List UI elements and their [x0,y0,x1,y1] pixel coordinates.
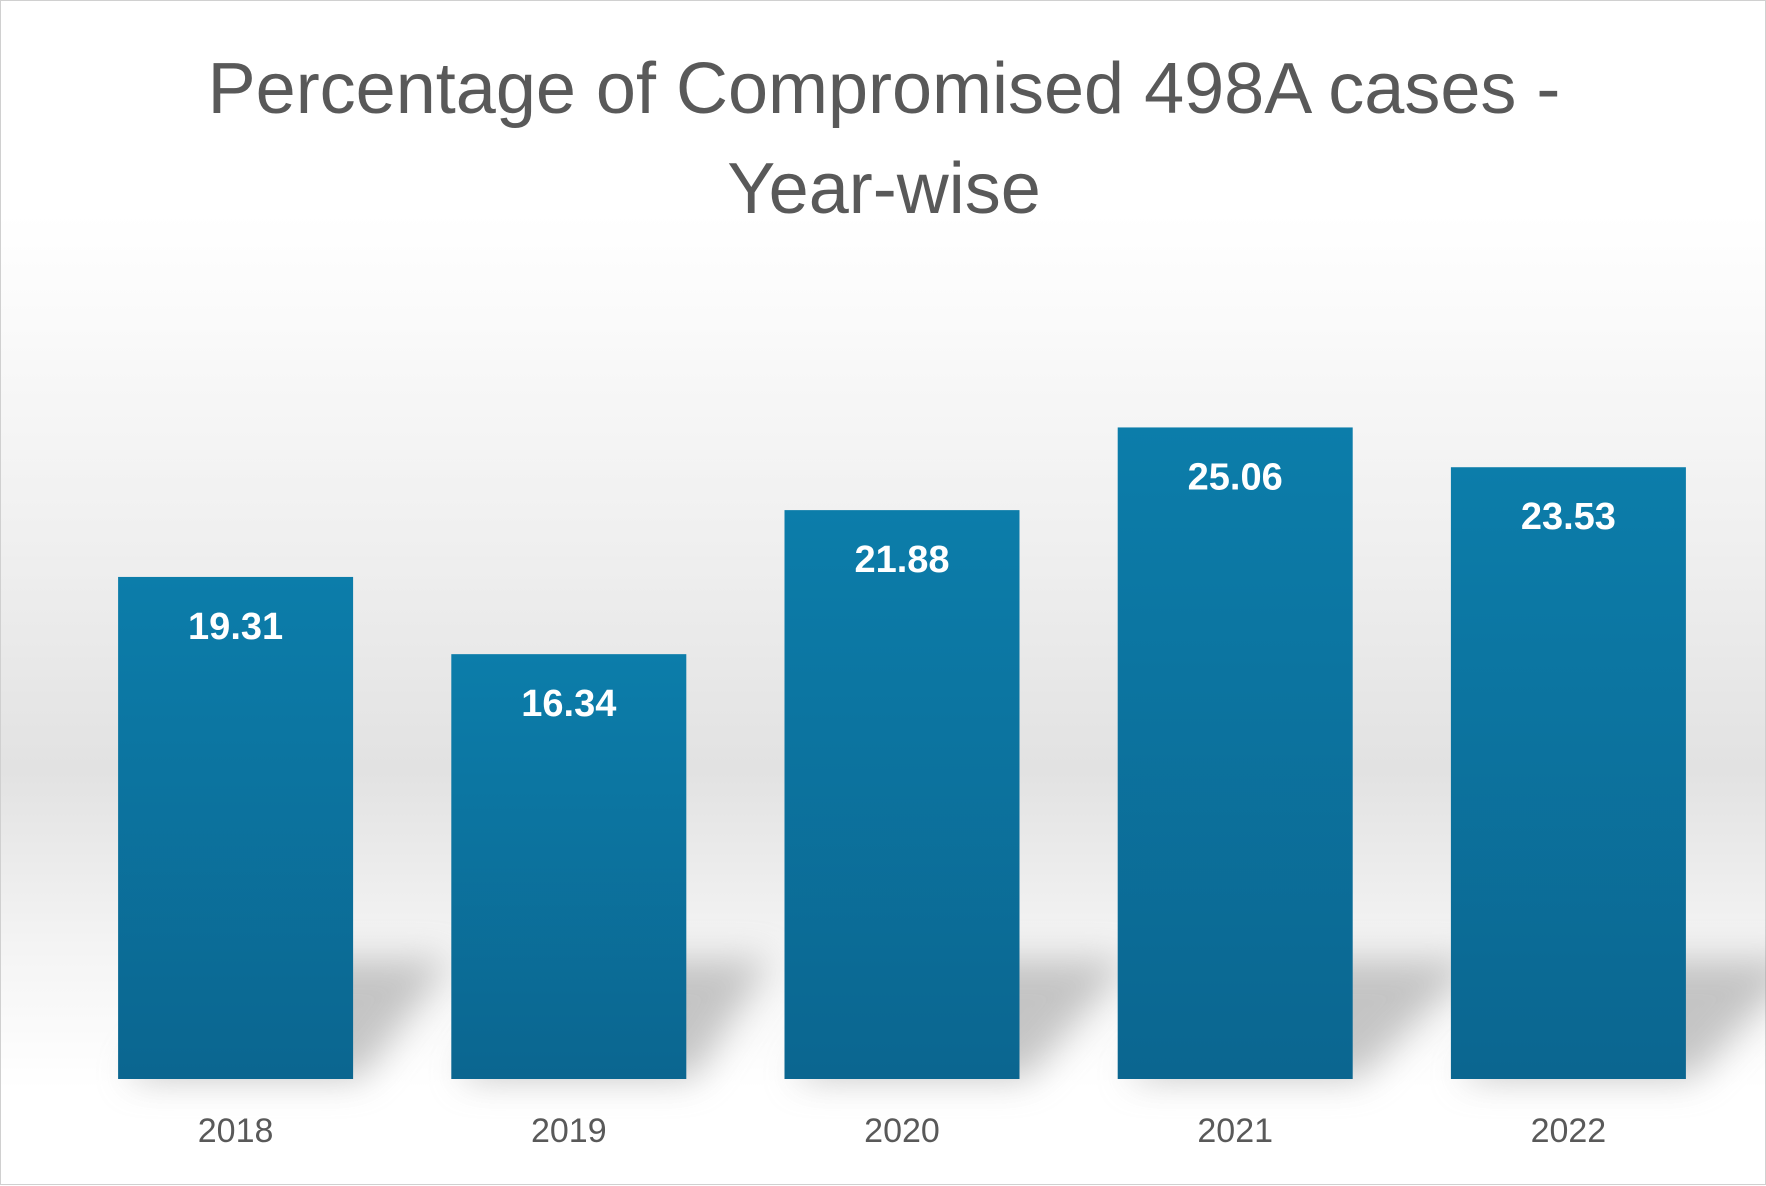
value-label-2019: 16.34 [521,683,616,725]
bars [118,427,1686,1080]
value-label-2022: 23.53 [1521,496,1616,538]
x-tick-label-2019: 2019 [531,1112,607,1150]
value-labels: 19.31 16.34 21.88 25.06 23.53 [188,456,1616,725]
x-axis-tick-labels: 2018 2019 2020 2021 2022 [198,1112,1606,1150]
bar-2019 [451,654,687,1079]
value-label-2018: 19.31 [188,606,283,648]
bar-2021 [1117,427,1353,1079]
bar-2022 [1450,467,1686,1080]
bar-2020 [784,510,1020,1079]
x-tick-label-2021: 2021 [1197,1112,1273,1150]
x-tick-label-2022: 2022 [1531,1112,1607,1150]
bar-2018 [118,576,354,1079]
chart-title-line-1: Percentage of Compromised 498A cases - [208,49,1561,129]
chart-title-line-2: Year-wise [727,149,1041,229]
x-tick-label-2020: 2020 [864,1112,940,1150]
value-label-2021: 25.06 [1188,456,1283,498]
value-label-2020: 21.88 [854,539,949,581]
x-tick-label-2018: 2018 [198,1112,274,1150]
